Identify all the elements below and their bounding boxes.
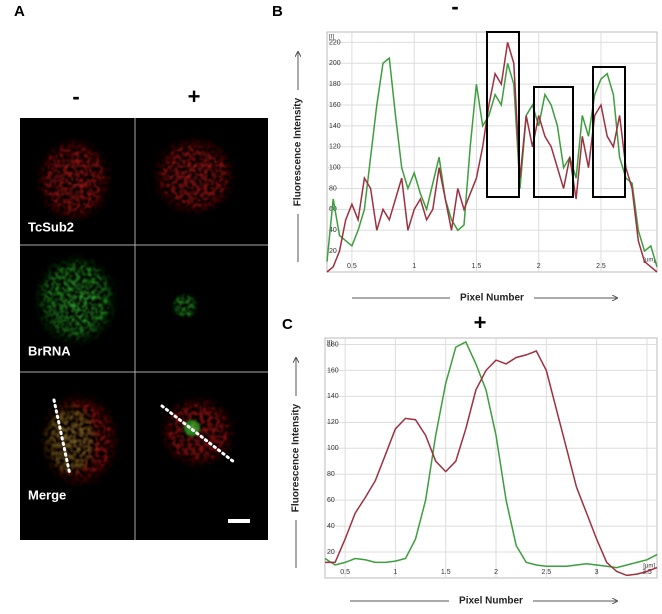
panel-label: C bbox=[282, 316, 293, 333]
y-tick-label: 140 bbox=[327, 393, 339, 400]
row-label: TcSub2 bbox=[28, 219, 74, 234]
y-tick-label: 220 bbox=[329, 39, 341, 46]
x-tick-label: 2 bbox=[494, 569, 498, 576]
series-line bbox=[324, 340, 658, 569]
x-unit: [µm] bbox=[643, 258, 655, 264]
x-tick-label: 2.5 bbox=[541, 569, 551, 576]
y-tick-label: 120 bbox=[329, 144, 341, 151]
x-tick-label: 1 bbox=[393, 569, 397, 576]
x-axis-label: Pixel Number bbox=[460, 293, 524, 304]
y-tick-label: 200 bbox=[329, 60, 341, 67]
y-tick-label: 140 bbox=[329, 123, 341, 130]
y-tick-label: 160 bbox=[329, 102, 341, 109]
highlight-boxes bbox=[486, 31, 626, 198]
x-unit: [µm] bbox=[643, 564, 655, 570]
y-tick-label: 180 bbox=[329, 81, 341, 88]
y-tick-label: 80 bbox=[327, 471, 335, 478]
plot-area bbox=[324, 337, 658, 579]
column-label: + bbox=[188, 84, 201, 109]
x-tick-label: 3 bbox=[595, 569, 599, 576]
x-tick-label: 1 bbox=[412, 263, 416, 270]
series-line bbox=[326, 42, 658, 273]
y-tick-label: 120 bbox=[327, 419, 339, 426]
x-axis-label: Pixel Number bbox=[459, 596, 523, 607]
chart-title: - bbox=[451, 0, 458, 19]
y-unit: [I] bbox=[327, 341, 332, 347]
series-line bbox=[326, 56, 658, 268]
x-tick-label: 2.5 bbox=[596, 263, 606, 270]
y-tick-label: 80 bbox=[329, 185, 337, 192]
y-tick-label: 180 bbox=[327, 341, 339, 348]
y-unit: [I] bbox=[329, 35, 334, 41]
y-tick-label: 60 bbox=[329, 206, 337, 213]
row-label: Merge bbox=[28, 487, 66, 502]
row-label: BrRNA bbox=[28, 343, 71, 358]
panel-label: B bbox=[272, 3, 283, 20]
x-tick-label: 0.5 bbox=[347, 263, 357, 270]
y-tick-label: 60 bbox=[327, 497, 335, 504]
y-tick-label: 40 bbox=[329, 227, 337, 234]
panel-label: A bbox=[14, 3, 25, 20]
micrographs bbox=[32, 134, 250, 523]
y-tick-label: 100 bbox=[327, 445, 339, 452]
x-tick-label: 3.5 bbox=[642, 569, 652, 576]
x-tick-label: 1.5 bbox=[441, 569, 451, 576]
series-line bbox=[325, 350, 658, 577]
y-tick-label: 160 bbox=[327, 367, 339, 374]
y-axis-label: Fluorescence Intensity bbox=[293, 97, 304, 206]
y-tick-label: 40 bbox=[327, 523, 335, 530]
y-tick-label: 100 bbox=[329, 164, 341, 171]
y-tick-label: 20 bbox=[329, 248, 337, 255]
y-tick-label: 20 bbox=[327, 549, 335, 556]
chart-title: + bbox=[474, 310, 487, 335]
x-tick-label: 1.5 bbox=[472, 263, 482, 270]
x-tick-label: 2 bbox=[537, 263, 541, 270]
column-label: - bbox=[72, 84, 79, 109]
x-tick-label: 0.5 bbox=[340, 569, 350, 576]
y-axis-label: Fluorescence Intensity bbox=[291, 403, 302, 512]
